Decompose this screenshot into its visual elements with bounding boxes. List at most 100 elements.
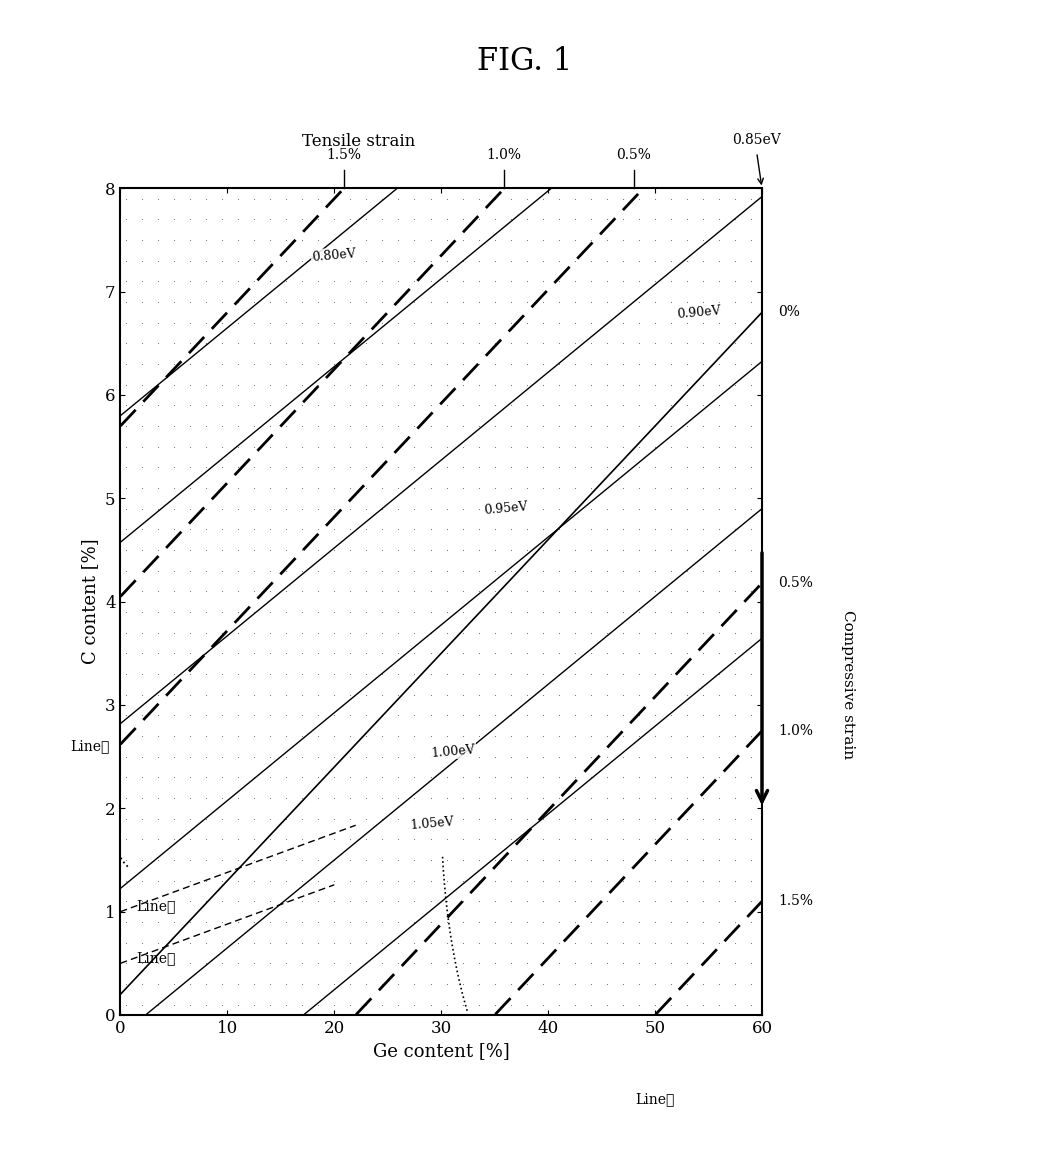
Point — [358, 644, 375, 662]
Point — [583, 582, 600, 600]
Point — [342, 603, 359, 621]
Point — [310, 623, 327, 642]
Point — [727, 892, 743, 911]
Point — [246, 273, 262, 291]
Point — [486, 892, 503, 911]
Point — [342, 437, 359, 455]
Point — [390, 582, 406, 600]
Point — [598, 892, 615, 911]
Point — [149, 665, 166, 683]
Point — [133, 768, 150, 787]
Point — [166, 231, 183, 250]
Point — [614, 975, 631, 994]
Point — [213, 851, 230, 869]
Point — [695, 335, 712, 353]
Point — [213, 314, 230, 332]
Point — [213, 231, 230, 250]
Point — [567, 210, 584, 229]
Point — [502, 706, 519, 724]
Point — [519, 252, 536, 270]
Point — [678, 314, 695, 332]
Point — [326, 644, 342, 662]
Point — [374, 996, 391, 1014]
Point — [374, 934, 391, 952]
Point — [614, 810, 631, 828]
Point — [358, 396, 375, 414]
Point — [326, 582, 342, 600]
Point — [230, 540, 247, 559]
Point — [486, 872, 503, 890]
Point — [246, 190, 262, 208]
Point — [149, 789, 166, 807]
Point — [310, 872, 327, 890]
Point — [678, 335, 695, 353]
Point — [583, 540, 600, 559]
Point — [166, 335, 183, 353]
Point — [534, 458, 551, 476]
Point — [727, 582, 743, 600]
Point — [326, 458, 342, 476]
Point — [727, 231, 743, 250]
Point — [342, 540, 359, 559]
Point — [246, 437, 262, 455]
Point — [438, 252, 455, 270]
Point — [133, 416, 150, 435]
Point — [567, 252, 584, 270]
Point — [598, 913, 615, 932]
Point — [326, 934, 342, 952]
Point — [550, 252, 567, 270]
Point — [278, 954, 295, 973]
Point — [261, 499, 278, 518]
Point — [455, 190, 471, 208]
Point — [550, 706, 567, 724]
Point — [567, 954, 584, 973]
Point — [678, 706, 695, 724]
Point — [647, 520, 664, 538]
Point — [261, 375, 278, 393]
Point — [342, 685, 359, 704]
Point — [342, 892, 359, 911]
Point — [182, 478, 198, 497]
Point — [534, 623, 551, 642]
Point — [197, 478, 214, 497]
Point — [230, 954, 247, 973]
Point — [727, 685, 743, 704]
Point — [358, 892, 375, 911]
Point — [486, 810, 503, 828]
Point — [406, 540, 423, 559]
Point — [166, 416, 183, 435]
Point — [342, 190, 359, 208]
Point — [278, 396, 295, 414]
Point — [342, 231, 359, 250]
Point — [598, 252, 615, 270]
Point — [118, 748, 134, 766]
Point — [133, 623, 150, 642]
Point — [246, 913, 262, 932]
Point — [246, 623, 262, 642]
Text: 0.85eV: 0.85eV — [732, 133, 781, 147]
Point — [326, 975, 342, 994]
Point — [358, 975, 375, 994]
Point — [711, 727, 728, 745]
Point — [663, 335, 679, 353]
Point — [261, 685, 278, 704]
Point — [213, 644, 230, 662]
Point — [534, 872, 551, 890]
Point — [182, 416, 198, 435]
Point — [695, 355, 712, 374]
Point — [149, 396, 166, 414]
Point — [534, 934, 551, 952]
Point — [422, 210, 439, 229]
Point — [598, 665, 615, 683]
Point — [743, 748, 760, 766]
Point — [246, 768, 262, 787]
Point — [470, 210, 487, 229]
Point — [711, 975, 728, 994]
Point — [133, 954, 150, 973]
Point — [663, 768, 679, 787]
Point — [213, 252, 230, 270]
Point — [519, 499, 536, 518]
Point — [678, 789, 695, 807]
Point — [133, 872, 150, 890]
Point — [502, 210, 519, 229]
